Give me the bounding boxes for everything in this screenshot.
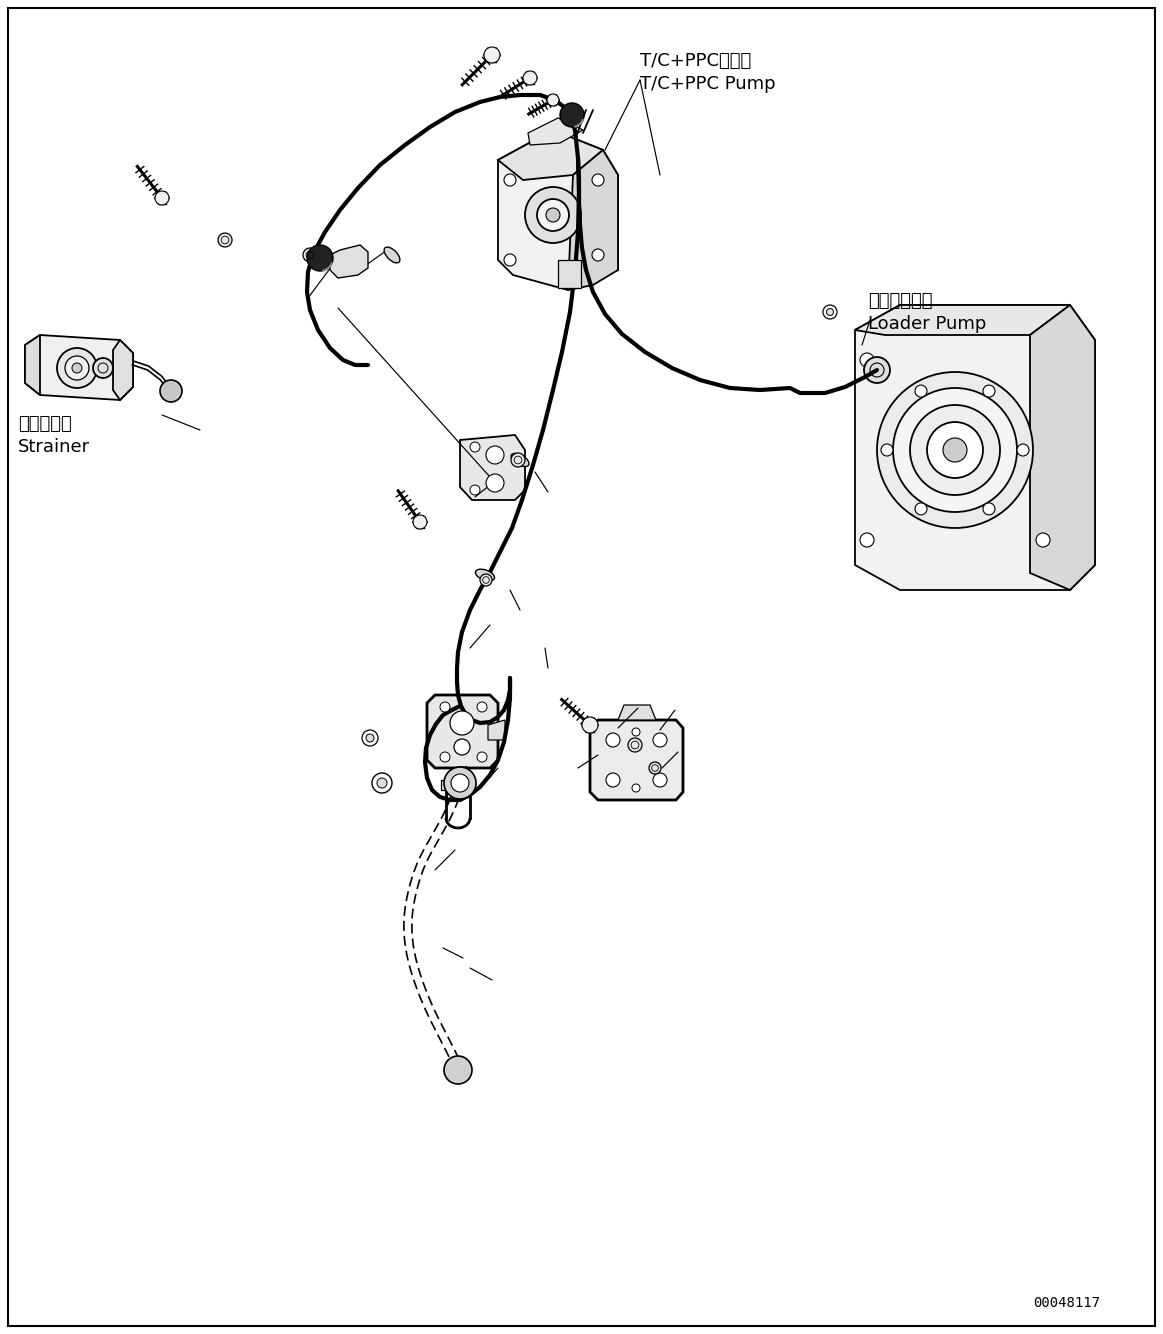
Circle shape bbox=[632, 728, 640, 736]
Polygon shape bbox=[590, 720, 683, 800]
Circle shape bbox=[523, 71, 537, 85]
Circle shape bbox=[823, 305, 837, 319]
Circle shape bbox=[377, 778, 387, 788]
Circle shape bbox=[504, 253, 516, 265]
Circle shape bbox=[592, 249, 604, 261]
Circle shape bbox=[859, 534, 875, 547]
Circle shape bbox=[413, 515, 427, 530]
Circle shape bbox=[882, 444, 893, 456]
Circle shape bbox=[454, 739, 470, 755]
Circle shape bbox=[450, 711, 475, 735]
Circle shape bbox=[606, 732, 620, 747]
Polygon shape bbox=[461, 435, 525, 500]
Circle shape bbox=[893, 388, 1016, 512]
Circle shape bbox=[649, 762, 661, 774]
Text: ロータポンプ: ロータポンプ bbox=[868, 292, 933, 309]
Circle shape bbox=[304, 248, 317, 261]
Circle shape bbox=[477, 752, 487, 762]
Polygon shape bbox=[24, 335, 40, 395]
Circle shape bbox=[983, 386, 996, 398]
Circle shape bbox=[307, 245, 333, 271]
Circle shape bbox=[827, 308, 834, 316]
Circle shape bbox=[909, 406, 1000, 495]
Text: 00048117: 00048117 bbox=[1033, 1297, 1100, 1310]
Bar bbox=[441, 780, 451, 790]
Circle shape bbox=[372, 772, 392, 792]
Circle shape bbox=[511, 454, 525, 467]
Polygon shape bbox=[618, 704, 656, 720]
Ellipse shape bbox=[476, 570, 494, 580]
Polygon shape bbox=[498, 129, 602, 180]
Circle shape bbox=[582, 716, 598, 732]
Circle shape bbox=[877, 372, 1033, 528]
Circle shape bbox=[444, 1057, 472, 1085]
Text: T/C+PPC Pump: T/C+PPC Pump bbox=[640, 75, 776, 93]
Circle shape bbox=[366, 734, 374, 742]
Text: T/C+PPCポンプ: T/C+PPCポンプ bbox=[640, 52, 751, 69]
Circle shape bbox=[72, 363, 83, 374]
Circle shape bbox=[915, 386, 927, 398]
Polygon shape bbox=[855, 305, 1096, 590]
Circle shape bbox=[652, 732, 668, 747]
Circle shape bbox=[1036, 534, 1050, 547]
Circle shape bbox=[484, 47, 500, 63]
Circle shape bbox=[652, 772, 668, 787]
Text: ストレーナ: ストレーナ bbox=[17, 415, 72, 434]
Polygon shape bbox=[568, 149, 618, 289]
Circle shape bbox=[440, 702, 450, 712]
Circle shape bbox=[57, 348, 97, 388]
Ellipse shape bbox=[511, 454, 529, 467]
Circle shape bbox=[160, 380, 181, 402]
Circle shape bbox=[1016, 444, 1029, 456]
Circle shape bbox=[592, 173, 604, 185]
Circle shape bbox=[470, 442, 480, 452]
Circle shape bbox=[943, 438, 966, 462]
Polygon shape bbox=[24, 335, 133, 400]
Circle shape bbox=[632, 784, 640, 792]
Circle shape bbox=[537, 199, 569, 231]
Polygon shape bbox=[528, 117, 583, 145]
Circle shape bbox=[470, 486, 480, 495]
Circle shape bbox=[362, 730, 378, 746]
Polygon shape bbox=[498, 129, 618, 289]
Circle shape bbox=[486, 474, 504, 492]
Circle shape bbox=[486, 446, 504, 464]
Circle shape bbox=[561, 103, 584, 127]
Ellipse shape bbox=[384, 247, 400, 263]
Text: Loader Pump: Loader Pump bbox=[868, 315, 986, 334]
Circle shape bbox=[628, 738, 642, 752]
Text: Strainer: Strainer bbox=[17, 438, 90, 456]
Circle shape bbox=[440, 752, 450, 762]
Circle shape bbox=[480, 574, 492, 586]
Circle shape bbox=[93, 358, 113, 378]
Circle shape bbox=[859, 354, 875, 367]
Circle shape bbox=[547, 93, 559, 105]
Bar bbox=[465, 780, 475, 790]
Polygon shape bbox=[330, 245, 368, 277]
Circle shape bbox=[217, 233, 231, 247]
Circle shape bbox=[504, 173, 516, 185]
Circle shape bbox=[525, 187, 582, 243]
Polygon shape bbox=[558, 260, 582, 288]
Polygon shape bbox=[488, 720, 505, 740]
Circle shape bbox=[545, 208, 561, 221]
Circle shape bbox=[65, 356, 90, 380]
Circle shape bbox=[155, 191, 169, 205]
Circle shape bbox=[983, 503, 996, 515]
Circle shape bbox=[864, 358, 890, 383]
Circle shape bbox=[451, 774, 469, 792]
Circle shape bbox=[927, 422, 983, 478]
Circle shape bbox=[606, 772, 620, 787]
Polygon shape bbox=[113, 340, 133, 400]
Circle shape bbox=[477, 702, 487, 712]
Circle shape bbox=[444, 767, 476, 799]
Polygon shape bbox=[427, 695, 498, 768]
Circle shape bbox=[915, 503, 927, 515]
Polygon shape bbox=[1030, 305, 1096, 590]
Polygon shape bbox=[855, 305, 1070, 335]
